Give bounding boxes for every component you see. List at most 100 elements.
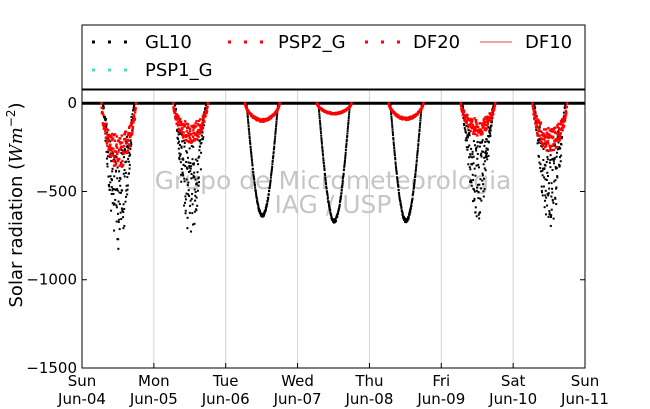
gl10-point <box>541 191 544 194</box>
df20-point <box>125 141 129 145</box>
gl10-point <box>132 106 135 109</box>
gl10-point <box>542 159 545 162</box>
gl10-point <box>408 213 411 216</box>
gl10-point <box>541 167 544 170</box>
gl10-point <box>115 206 118 209</box>
gl10-point <box>477 213 480 216</box>
gl10-point <box>544 164 547 167</box>
df20-point <box>203 113 207 116</box>
df20-point <box>549 129 553 133</box>
df20-point <box>534 116 537 119</box>
df20-point <box>175 115 178 118</box>
df20-point <box>462 110 466 113</box>
gl10-point <box>470 181 473 184</box>
gl10-point <box>251 161 254 164</box>
gl10-point <box>327 201 330 204</box>
df20-point <box>401 116 404 119</box>
df20-point <box>127 133 130 137</box>
gl10-point <box>126 193 129 196</box>
gl10-point <box>475 215 478 218</box>
watermark-line-2: IAG / USP <box>275 190 392 219</box>
gl10-point <box>412 192 415 195</box>
gl10-point <box>469 155 472 158</box>
df20-point <box>131 127 134 131</box>
df20-point <box>205 111 208 114</box>
df20-point <box>556 137 560 140</box>
gl10-point <box>391 130 394 133</box>
df20-point <box>263 120 266 123</box>
df20-point <box>114 163 117 167</box>
df20-point <box>476 134 479 137</box>
df20-point <box>533 117 536 121</box>
df20-point <box>474 132 477 136</box>
gl10-point <box>398 198 401 201</box>
gl10-point <box>346 127 349 130</box>
gl10-point <box>120 207 123 210</box>
gl10-point <box>191 203 194 206</box>
gl10-point <box>545 196 548 199</box>
df20-point <box>112 147 115 150</box>
gl10-point <box>118 228 121 231</box>
gl10-point <box>252 173 255 176</box>
df20-point <box>116 157 119 161</box>
gl10-point <box>483 160 486 163</box>
df20-point <box>565 111 568 114</box>
gl10-point <box>275 116 278 119</box>
gl10-point <box>105 157 108 160</box>
gl10-point <box>192 162 195 165</box>
gl10-point <box>476 152 479 155</box>
df20-point <box>183 123 187 127</box>
df20-point <box>100 106 103 109</box>
x-tick-label-day: Tue <box>212 372 239 390</box>
df20-point <box>563 117 567 121</box>
gl10-point <box>130 143 133 146</box>
gl10-point <box>489 132 492 135</box>
gl10-point <box>468 134 471 137</box>
gl10-point <box>548 210 551 213</box>
gl10-point <box>178 156 181 159</box>
gl10-point <box>469 179 472 182</box>
df20-point <box>487 118 491 122</box>
gl10-point <box>104 139 107 142</box>
df20-point <box>470 126 474 130</box>
df20-point <box>535 119 538 123</box>
gl10-point <box>483 177 486 180</box>
df20-point <box>544 142 547 146</box>
gl10-point <box>343 163 346 166</box>
gl10-point <box>480 187 483 190</box>
gl10-point <box>551 199 554 202</box>
gl10-point <box>198 140 201 143</box>
gl10-point <box>198 155 201 158</box>
df20-point <box>200 127 204 131</box>
gl10-point <box>114 188 117 191</box>
gl10-point <box>250 154 253 157</box>
gl10-point <box>407 216 410 219</box>
df20-point <box>117 159 120 162</box>
df20-point <box>131 119 135 122</box>
gl10-point <box>185 150 188 153</box>
gl10-point <box>184 198 187 201</box>
gl10-point <box>341 185 344 188</box>
gl10-point <box>472 162 475 165</box>
df20-point <box>106 128 110 132</box>
df20-point <box>465 119 469 122</box>
gl10-point <box>486 148 489 151</box>
gl10-point <box>465 139 468 142</box>
df20-point <box>471 125 475 128</box>
data-points <box>100 102 569 250</box>
df20-point <box>184 135 188 139</box>
gl10-point <box>191 192 194 195</box>
gl10-point <box>324 174 327 177</box>
gl10-point <box>116 188 119 191</box>
df20-point <box>128 135 132 138</box>
gl10-point <box>110 177 113 180</box>
df20-point <box>120 165 124 168</box>
gl10-point <box>548 187 551 190</box>
gl10-point <box>337 212 340 215</box>
gl10-point <box>326 196 329 199</box>
gl10-point <box>539 170 542 173</box>
df20-point <box>476 125 480 129</box>
gl10-point <box>491 111 494 114</box>
gl10-point <box>184 209 187 212</box>
gl10-point <box>536 142 539 145</box>
